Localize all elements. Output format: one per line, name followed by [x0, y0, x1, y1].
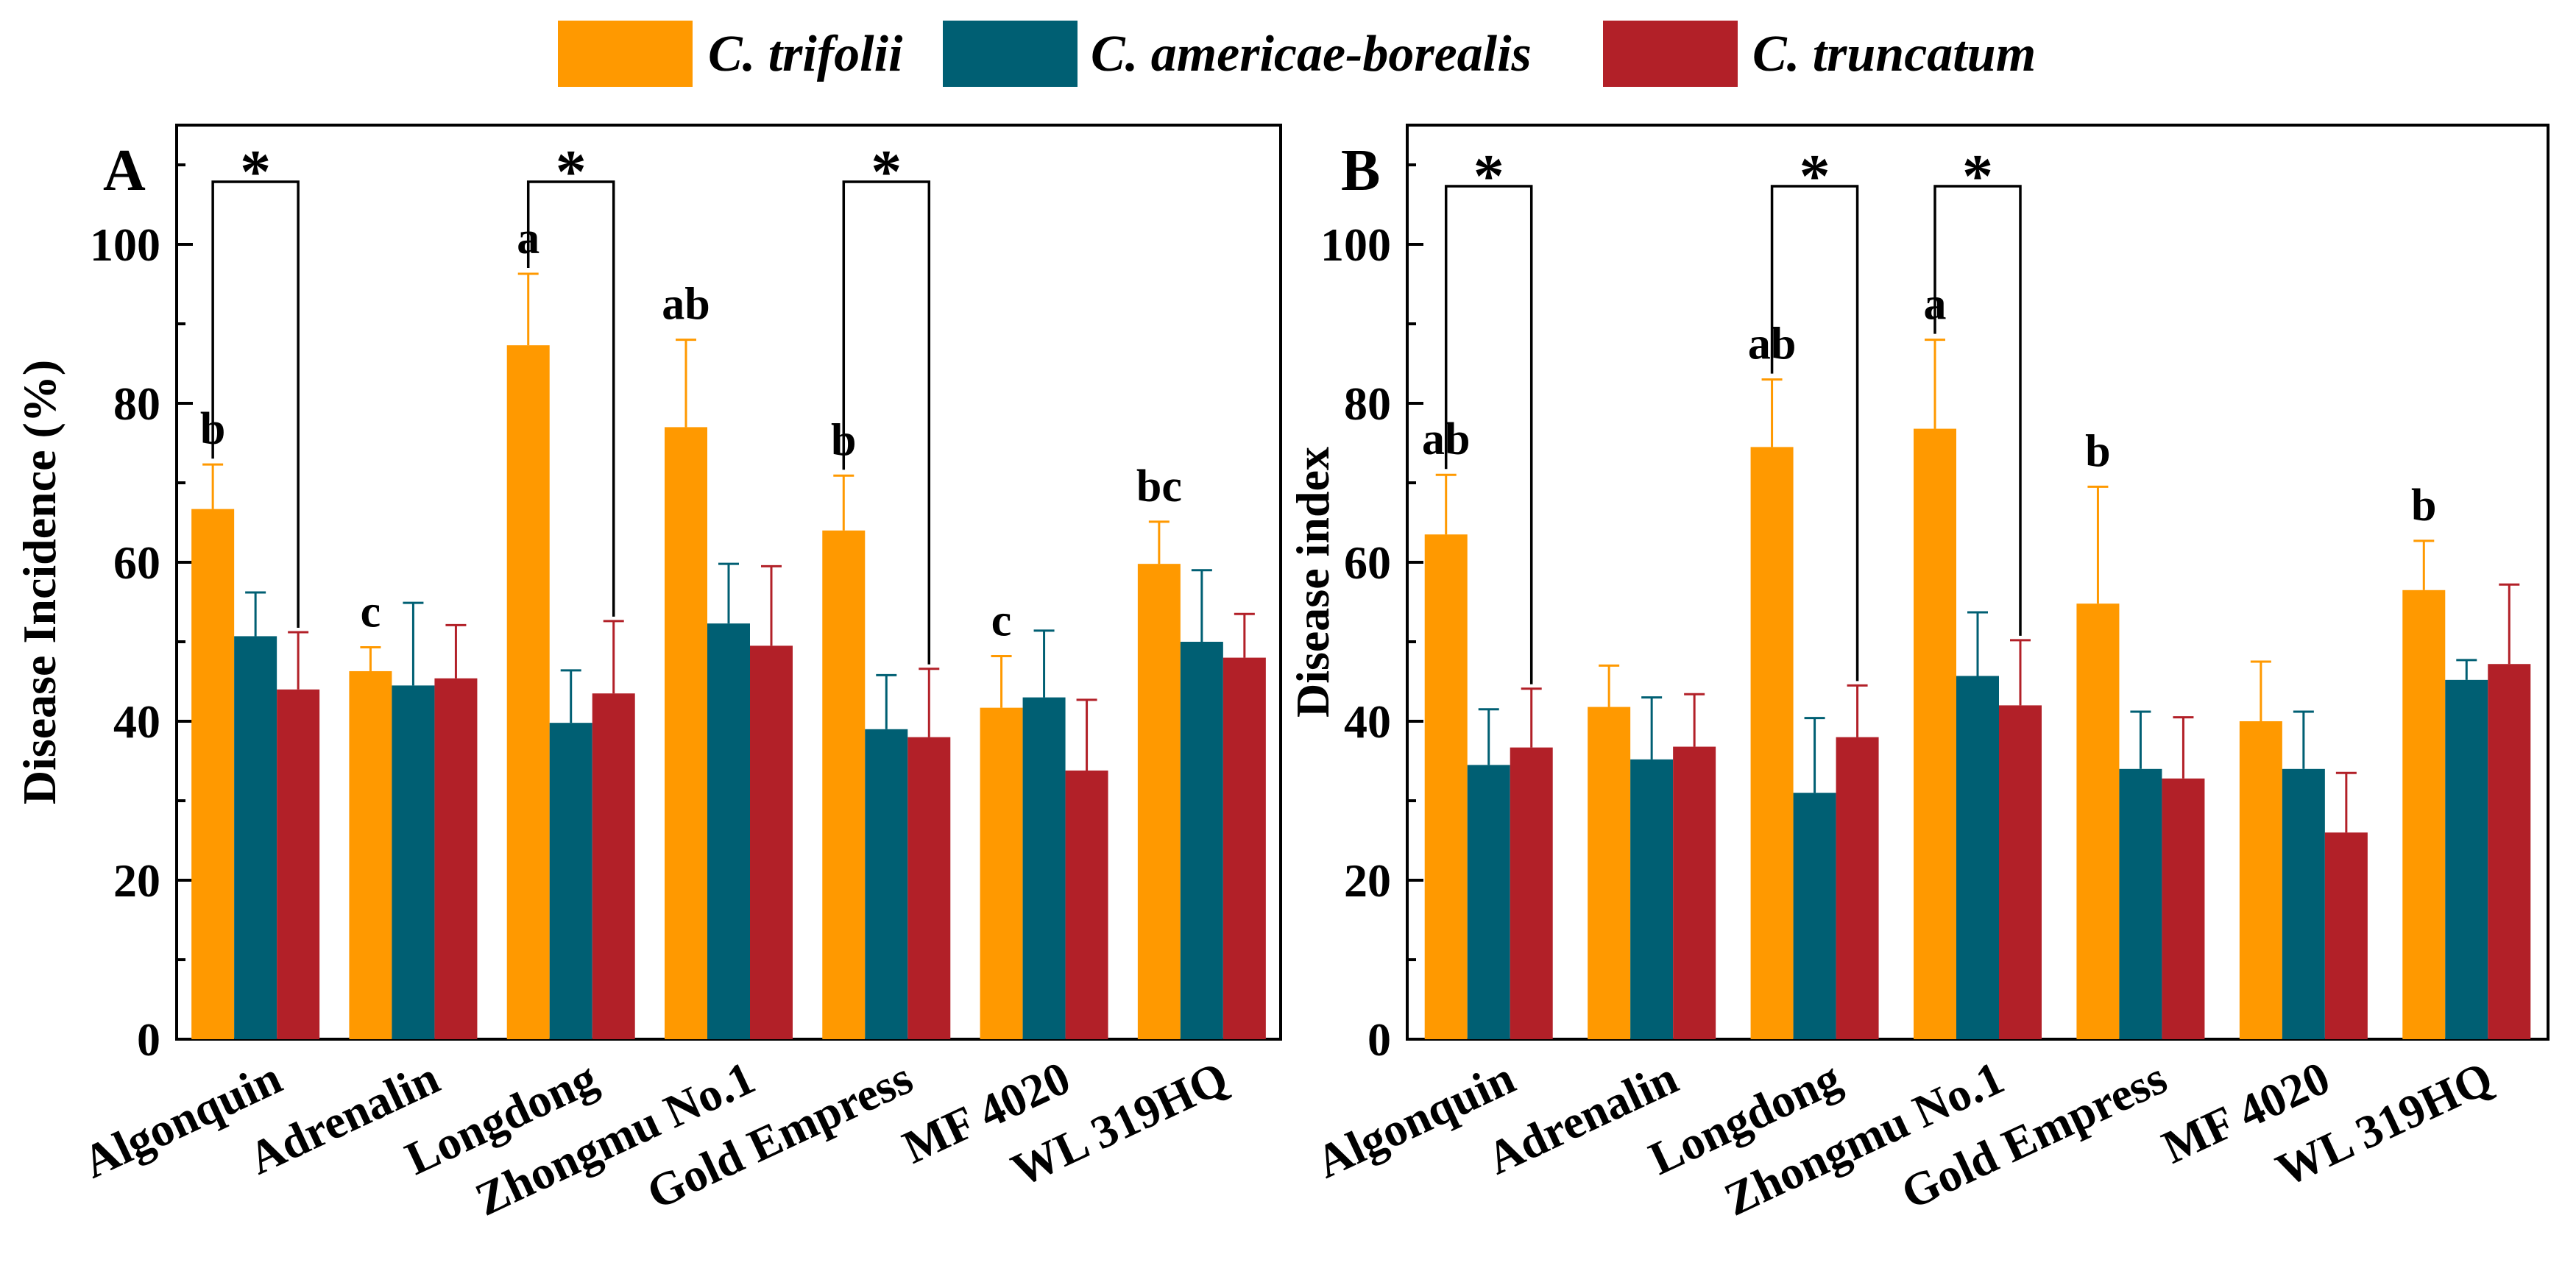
legend-label-c-americae-borealis: C. americae-borealis	[1091, 26, 1532, 82]
bar-c-trifolii-algonquin	[1424, 534, 1468, 1039]
y-tick-label: 0	[137, 1013, 160, 1066]
bar-c-truncatum-mf-4020	[1065, 770, 1108, 1039]
bar-c-truncatum-wl-319hq	[1222, 657, 1266, 1039]
legend-label-c-trifolii: C. trifolii	[708, 26, 903, 82]
bar-c-americae-borealis-wl-319hq	[2445, 679, 2488, 1039]
bar-c-trifolii-gold-empress	[822, 530, 866, 1039]
bar-c-americae-borealis-algonquin	[1467, 765, 1510, 1039]
y-tick-label: 100	[1320, 219, 1391, 271]
bar-c-trifolii-adrenalin	[1588, 707, 1631, 1039]
bar-c-americae-borealis-mf-4020	[1022, 697, 1066, 1039]
legend-swatch-c-truncatum	[1603, 21, 1738, 87]
bar-c-truncatum-gold-empress	[2162, 778, 2205, 1039]
significance-letter: b	[831, 415, 856, 465]
significance-letter: ab	[662, 280, 710, 330]
bar-c-truncatum-longdong	[1836, 737, 1879, 1039]
bar-c-trifolii-longdong	[1750, 447, 1794, 1039]
y-tick-label: 80	[1344, 378, 1391, 430]
bar-c-truncatum-wl-319hq	[2488, 664, 2531, 1039]
bar-c-americae-borealis-zhongmu-no-1	[1956, 676, 1999, 1039]
bar-c-trifolii-zhongmu-no-1	[1914, 428, 1956, 1039]
y-axis-label: Disease index	[1287, 447, 1339, 718]
bar-c-truncatum-longdong	[592, 693, 635, 1039]
bar-c-truncatum-zhongmu-no-1	[750, 645, 793, 1039]
significance-bracket	[526, 180, 615, 617]
bar-c-trifolii-mf-4020	[2239, 721, 2282, 1039]
bar-c-trifolii-gold-empress	[2076, 603, 2120, 1039]
significance-letter: b	[200, 404, 225, 454]
panel-label: B	[1341, 138, 1380, 203]
significance-star: *	[871, 138, 902, 206]
y-tick-label: 80	[113, 378, 160, 430]
bar-c-americae-borealis-mf-4020	[2282, 768, 2325, 1039]
significance-letter: ab	[1422, 414, 1470, 464]
significance-letter: bc	[1136, 461, 1182, 511]
significance-letter: b	[2411, 481, 2436, 531]
legend-label-c-truncatum: C. truncatum	[1752, 26, 2036, 82]
bar-c-trifolii-zhongmu-no-1	[665, 427, 707, 1039]
significance-letter: ab	[1748, 319, 1796, 369]
bar-c-americae-borealis-longdong	[1793, 793, 1836, 1039]
bar-c-truncatum-algonquin	[277, 689, 320, 1039]
significance-star: *	[1800, 142, 1830, 210]
y-tick-label: 0	[1367, 1013, 1391, 1066]
bar-c-americae-borealis-zhongmu-no-1	[707, 623, 750, 1039]
significance-letter: a	[1924, 280, 1947, 330]
legend: C. trifolii C. americae-borealis C. trun…	[558, 21, 2036, 87]
legend-swatch-c-americae-borealis	[943, 21, 1078, 87]
bar-c-americae-borealis-wl-319hq	[1180, 642, 1223, 1039]
bar-c-trifolii-adrenalin	[349, 670, 392, 1039]
bar-c-truncatum-adrenalin	[434, 678, 478, 1039]
bar-c-trifolii-wl-319hq	[1137, 564, 1181, 1039]
bar-c-americae-borealis-gold-empress	[2119, 768, 2162, 1039]
significance-bracket	[211, 180, 300, 629]
bar-c-truncatum-mf-4020	[2324, 832, 2368, 1039]
significance-star: *	[1473, 142, 1504, 210]
significance-bracket	[1770, 185, 1859, 682]
y-tick-label: 40	[113, 695, 160, 748]
y-tick-label: 100	[90, 219, 160, 271]
significance-star: *	[1962, 142, 1993, 210]
y-tick-label: 40	[1344, 695, 1391, 748]
significance-star: *	[556, 138, 587, 206]
legend-swatch-c-trifolii	[558, 21, 693, 87]
bar-c-trifolii-wl-319hq	[2402, 590, 2446, 1039]
significance-letter: b	[2085, 426, 2110, 476]
y-axis-label: Disease Incidence (%)	[13, 360, 66, 804]
significance-bracket	[842, 180, 931, 665]
bar-c-trifolii-algonquin	[191, 509, 235, 1039]
significance-bracket	[1444, 185, 1533, 684]
y-tick-label: 20	[113, 854, 160, 907]
significance-letter: a	[517, 213, 539, 263]
bar-c-truncatum-adrenalin	[1673, 746, 1716, 1039]
panel-label: A	[103, 138, 146, 203]
significance-star: *	[240, 138, 271, 206]
significance-bracket	[1933, 185, 2022, 636]
bar-c-americae-borealis-gold-empress	[865, 729, 908, 1039]
significance-letter: c	[361, 587, 381, 637]
bar-c-truncatum-algonquin	[1510, 747, 1553, 1039]
bar-c-trifolii-mf-4020	[980, 707, 1023, 1039]
bar-c-trifolii-longdong	[506, 345, 550, 1039]
bar-c-americae-borealis-adrenalin	[392, 685, 435, 1039]
bar-c-americae-borealis-longdong	[549, 723, 592, 1039]
y-tick-label: 60	[113, 537, 160, 589]
bar-c-americae-borealis-adrenalin	[1630, 759, 1674, 1039]
significance-letter: c	[991, 595, 1012, 645]
y-tick-label: 60	[1344, 537, 1391, 589]
x-tick-label-algonquin: Algonquin	[1308, 1051, 1522, 1188]
bar-c-americae-borealis-algonquin	[234, 636, 277, 1039]
bar-c-truncatum-zhongmu-no-1	[1999, 705, 2042, 1039]
y-tick-label: 20	[1344, 854, 1391, 907]
bar-c-truncatum-gold-empress	[907, 737, 951, 1039]
